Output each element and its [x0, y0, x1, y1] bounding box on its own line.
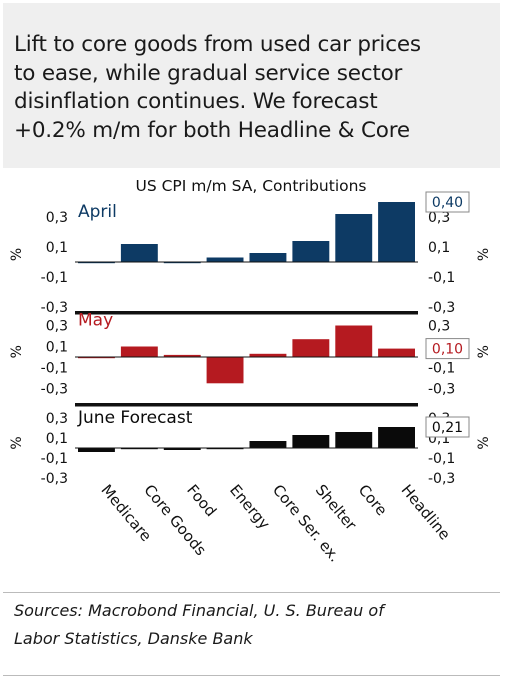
y-tick-label-left: -0,3 — [41, 382, 68, 398]
end-value-box — [425, 338, 470, 360]
y-tick-label-right: -0,1 — [428, 451, 455, 467]
y-tick-label-right: -0,3 — [428, 300, 455, 316]
bar — [120, 448, 158, 450]
bar — [78, 357, 115, 359]
headline: Lift to core goods from used car prices … — [14, 31, 498, 145]
y-axis-unit-right: % — [476, 248, 492, 261]
end-value-label: 0,10 — [432, 342, 463, 358]
y-tick-label-left: -0,1 — [41, 451, 68, 467]
panel-separator — [75, 403, 418, 407]
y-tick-label-right: 0,1 — [428, 240, 450, 256]
panel-label: May — [78, 311, 113, 331]
headline-line: Lift to core goods from used car prices — [14, 32, 421, 57]
bar — [249, 253, 287, 262]
y-axis-unit-left: % — [9, 345, 25, 358]
bar — [163, 354, 201, 357]
y-tick-label-right: -0,1 — [428, 270, 455, 286]
y-tick-label-right: -0,1 — [428, 361, 455, 377]
headline-line: +0.2% m/m for both Headline & Core — [14, 117, 410, 143]
bar — [378, 202, 415, 262]
y-axis-unit-left: % — [9, 248, 25, 261]
headline-line: disinflation continues. We forecast — [14, 89, 378, 114]
bar — [120, 244, 158, 262]
bar — [249, 353, 287, 357]
sources-note: Sources: Macrobond Financial, U. S. Bure… — [14, 597, 494, 653]
bar — [163, 448, 201, 450]
y-tick-label-left: 0,1 — [46, 431, 68, 447]
y-axis-unit-right: % — [476, 436, 492, 449]
y-tick-label-left: -0,1 — [41, 270, 68, 286]
end-value-box — [425, 191, 470, 213]
chart-svg: US CPI m/m SA, Contributions 0,3 0,3 0,1 0,1… — [9, 177, 492, 565]
header-band — [3, 3, 500, 168]
bar — [292, 435, 330, 448]
category-label: Food — [183, 481, 220, 520]
y-tick-label-left: 0,3 — [46, 210, 68, 226]
category-label: Energy — [226, 481, 274, 533]
category-label: Core — [355, 481, 391, 519]
bar — [206, 257, 244, 262]
panel-label: June Forecast — [77, 408, 193, 428]
bar — [335, 432, 373, 448]
end-value-label: 0,40 — [432, 195, 463, 211]
y-tick-label-left: 0,3 — [46, 319, 68, 335]
y-axis-unit-left: % — [9, 436, 25, 449]
y-tick-label-left: -0,3 — [41, 300, 68, 316]
y-tick-label-left: -0,1 — [41, 361, 68, 377]
bar — [292, 241, 330, 262]
divider-rule — [3, 592, 500, 593]
panel-separator — [75, 311, 418, 315]
sources-line: Sources: Macrobond Financial, U. S. Bure… — [14, 601, 384, 620]
bar — [335, 325, 373, 357]
bar — [335, 214, 373, 262]
end-value-box — [425, 416, 470, 438]
y-axis-unit-right: % — [476, 345, 492, 358]
bar — [163, 262, 201, 264]
bar — [78, 262, 115, 264]
bar — [378, 427, 415, 448]
bar — [378, 348, 415, 357]
end-value-label: 0,21 — [432, 420, 463, 436]
bar — [206, 357, 244, 384]
panel-label: April — [78, 202, 117, 222]
y-tick-label-right: -0,3 — [428, 471, 455, 487]
sources-line: Labor Statistics, Danske Bank — [14, 629, 253, 648]
bar — [78, 448, 115, 452]
y-tick-label-right: 0,3 — [428, 319, 450, 335]
chart-area: US CPI m/m SA, Contributions 0,3 0,3 0,1 0,1… — [3, 170, 500, 588]
bar — [120, 346, 158, 357]
y-tick-label-left: 0,3 — [46, 411, 68, 427]
y-tick-label-left: 0,1 — [46, 240, 68, 256]
y-tick-label-right: 0,3 — [428, 210, 450, 226]
bottom-rule — [3, 675, 500, 676]
bar — [206, 448, 244, 450]
bar — [292, 339, 330, 358]
bar — [249, 441, 287, 448]
category-label: Headline — [397, 481, 453, 543]
y-tick-label-left: 0,1 — [46, 340, 68, 356]
y-tick-label-right: -0,3 — [428, 382, 455, 398]
chart-title: US CPI m/m SA, Contributions — [135, 177, 366, 195]
headline-line: to ease, while gradual service sector — [14, 60, 403, 86]
y-tick-label-left: -0,3 — [41, 471, 68, 487]
